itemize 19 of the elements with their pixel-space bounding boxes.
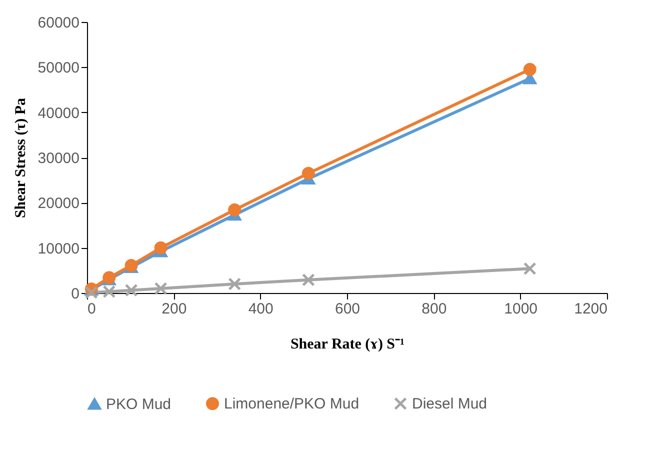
x-tick-label: 400: [248, 300, 274, 318]
legend-label: PKO Mud: [106, 396, 172, 413]
y-tick-label: 50000: [38, 60, 80, 77]
y-axis-title: Shear Stress (τ) Pa: [12, 97, 29, 218]
x-tick-label: 200: [162, 300, 187, 318]
y-tick-label: 10000: [38, 240, 80, 258]
x-tick-label: 0: [88, 300, 96, 318]
x-tick-label: 800: [422, 300, 447, 318]
x-tick-label: 1200: [574, 300, 608, 318]
x-axis-title: Shear Rate (ɤ) S⁻¹: [290, 336, 405, 352]
y-tick-label: 40000: [38, 104, 80, 122]
y-tick-label: 20000: [38, 195, 80, 212]
legend-label: Diesel Mud: [412, 396, 488, 413]
y-tick-label: 60000: [38, 14, 80, 32]
y-tick-label: 0: [71, 286, 80, 302]
y-tick-label: 30000: [38, 150, 80, 167]
legend-label: Limonene/PKO Mud: [224, 396, 360, 413]
x-tick-label: 600: [334, 300, 360, 318]
x-tick-label: 1000: [504, 300, 538, 318]
